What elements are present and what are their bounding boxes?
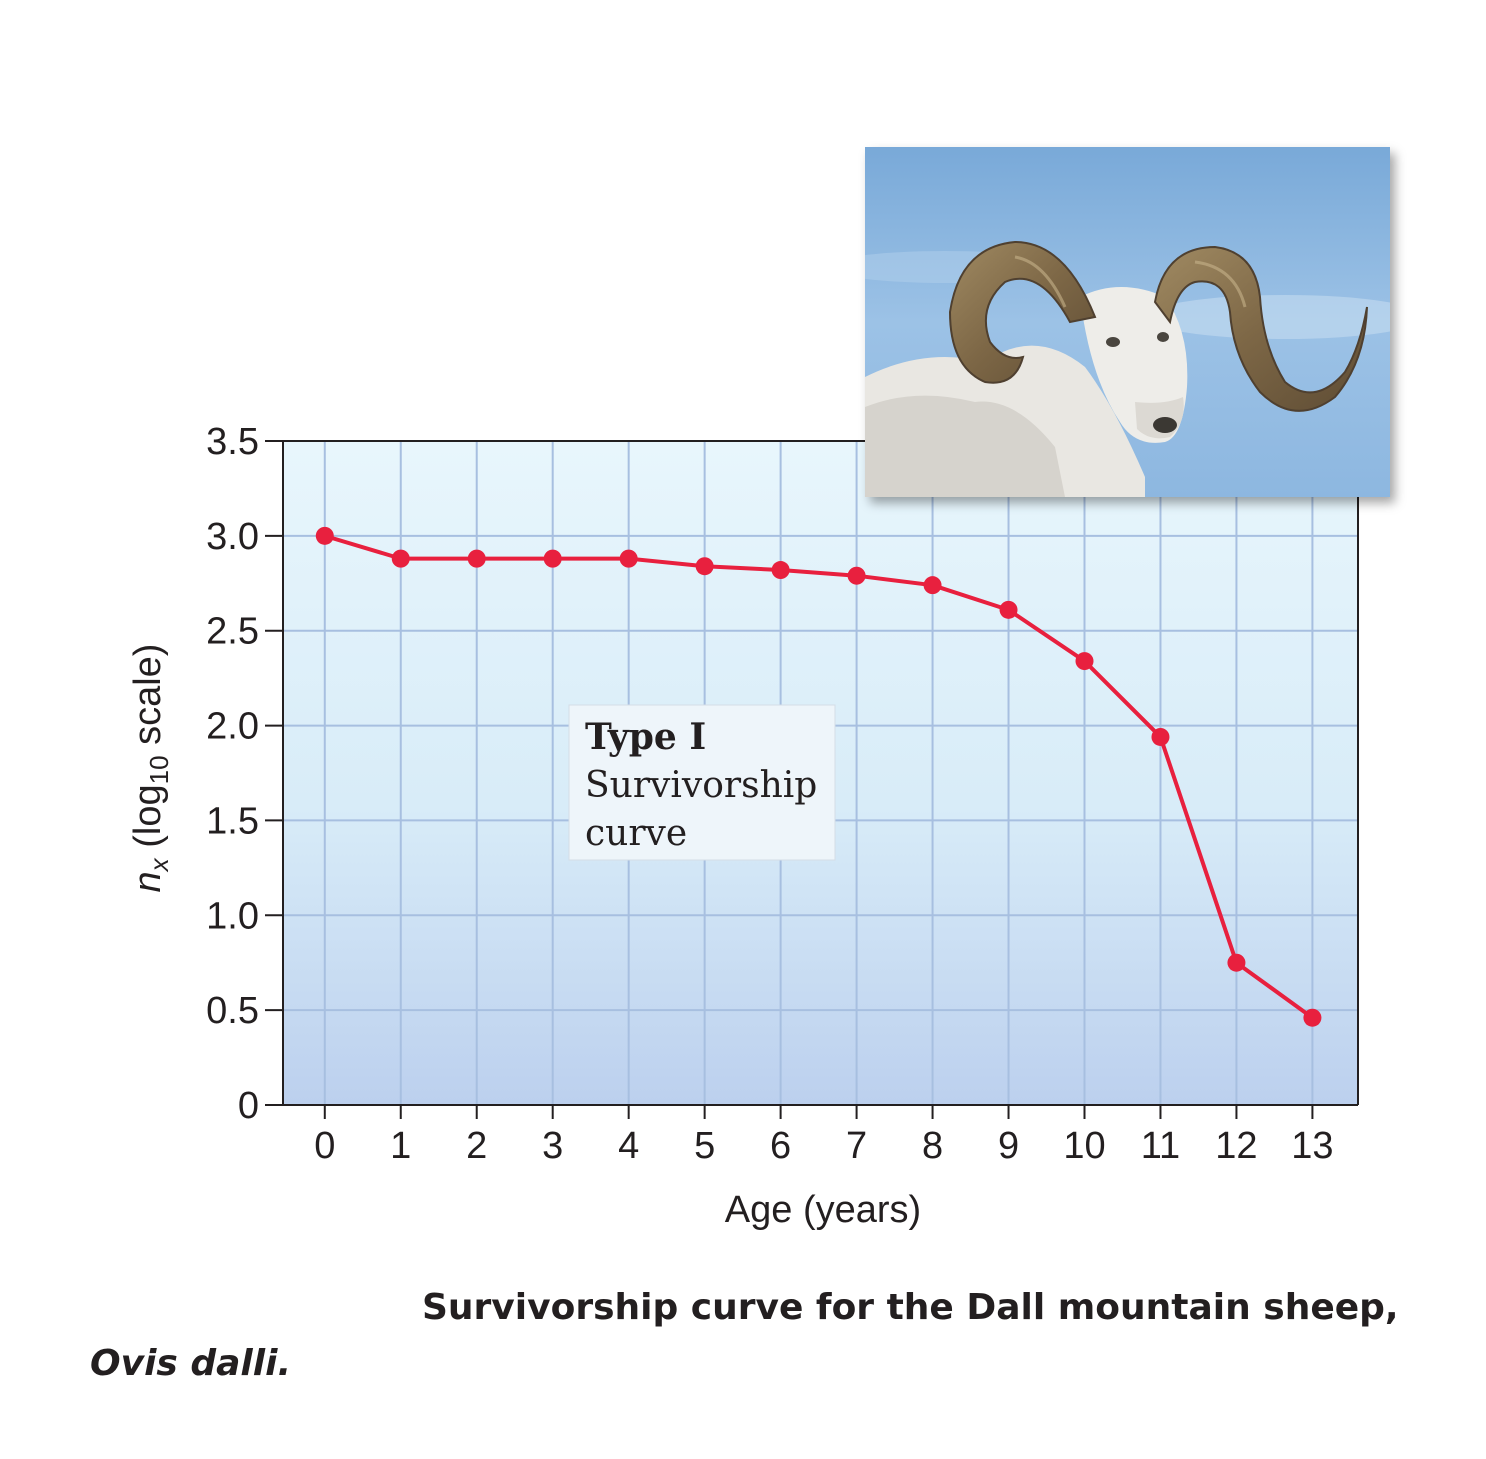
annotation-line-1: Type I bbox=[585, 716, 706, 758]
x-tick-label-3: 3 bbox=[542, 1125, 563, 1167]
dall-sheep-photo bbox=[865, 147, 1390, 497]
x-tick-label-11: 11 bbox=[1141, 1125, 1180, 1167]
annotation-line-2: Survivorship bbox=[585, 765, 817, 806]
y-axis-label-base: 10 bbox=[144, 755, 174, 784]
x-tick-label-0: 0 bbox=[314, 1125, 335, 1167]
data-point-6 bbox=[771, 561, 790, 580]
x-tick-label-4: 4 bbox=[618, 1125, 639, 1167]
data-point-5 bbox=[695, 557, 714, 576]
annotation-line-3: curve bbox=[585, 813, 687, 854]
y-tick-label-0: 0 bbox=[238, 1085, 259, 1127]
x-tick-label-13: 13 bbox=[1291, 1125, 1333, 1167]
y-tick-label-7: 3.5 bbox=[206, 421, 259, 463]
y-tick-label-5: 2.5 bbox=[206, 611, 259, 653]
data-point-10 bbox=[1075, 652, 1094, 671]
data-point-13 bbox=[1303, 1008, 1322, 1027]
x-tick-label-9: 9 bbox=[998, 1125, 1019, 1167]
x-tick-label-1: 1 bbox=[390, 1125, 411, 1167]
data-point-8 bbox=[923, 576, 942, 595]
x-tick-label-7: 7 bbox=[846, 1125, 867, 1167]
y-axis-label-main: n bbox=[127, 871, 169, 892]
data-point-2 bbox=[467, 549, 486, 568]
x-axis-ticks: 0 1 2 3 4 5 6 7 8 9 10 11 12 13 bbox=[314, 1105, 1334, 1167]
data-point-1 bbox=[391, 549, 410, 568]
dall-sheep-ram-icon bbox=[865, 147, 1390, 497]
x-tick-label-12: 12 bbox=[1215, 1125, 1257, 1167]
x-tick-label-6: 6 bbox=[770, 1125, 791, 1167]
data-point-0 bbox=[315, 526, 334, 545]
y-tick-label-1: 0.5 bbox=[206, 990, 259, 1032]
y-axis-label: nx (log10 scale) bbox=[127, 644, 174, 893]
data-point-7 bbox=[847, 566, 866, 585]
svg-text:nx (log10 scale): nx (log10 scale) bbox=[127, 644, 174, 893]
y-tick-label-6: 3.0 bbox=[206, 516, 259, 558]
y-axis-label-prefix: (log bbox=[127, 784, 169, 858]
x-axis-label: Age (years) bbox=[725, 1189, 921, 1231]
data-point-12 bbox=[1227, 953, 1246, 972]
data-point-3 bbox=[543, 549, 562, 568]
y-axis-label-sub: x bbox=[144, 857, 174, 873]
data-point-9 bbox=[999, 600, 1018, 619]
x-tick-label-10: 10 bbox=[1063, 1125, 1105, 1167]
y-tick-label-2: 1.0 bbox=[206, 895, 259, 937]
caption-species: Ovis dalli. bbox=[90, 1343, 292, 1384]
data-point-11 bbox=[1151, 727, 1170, 746]
y-tick-label-3: 1.5 bbox=[206, 800, 259, 842]
survivorship-chart: 00.51.01.52.02.53.03.5 0 1 2 3 4 5 6 7 8 9 10 11 12 1… bbox=[127, 421, 1359, 1231]
x-tick-label-2: 2 bbox=[466, 1125, 487, 1167]
y-axis-ticks: 0 0.5 1.0 1.5 2.0 2.5 3.0 3.5 bbox=[206, 421, 283, 1127]
data-point-4 bbox=[619, 549, 638, 568]
survivorship-line bbox=[324, 533, 1314, 1020]
x-tick-label-8: 8 bbox=[922, 1125, 943, 1167]
y-axis-label-suffix: scale) bbox=[127, 644, 169, 756]
figure-caption: Survivorship curve for the Dall mountain… bbox=[90, 1280, 1480, 1392]
data-series bbox=[315, 526, 1322, 1027]
y-tick-label-4: 2.0 bbox=[206, 706, 259, 748]
caption-text: Survivorship curve for the Dall mountain… bbox=[422, 1287, 1399, 1328]
x-tick-label-5: 5 bbox=[694, 1125, 715, 1167]
type-i-annotation: Type I Survivorship curve bbox=[568, 704, 836, 861]
